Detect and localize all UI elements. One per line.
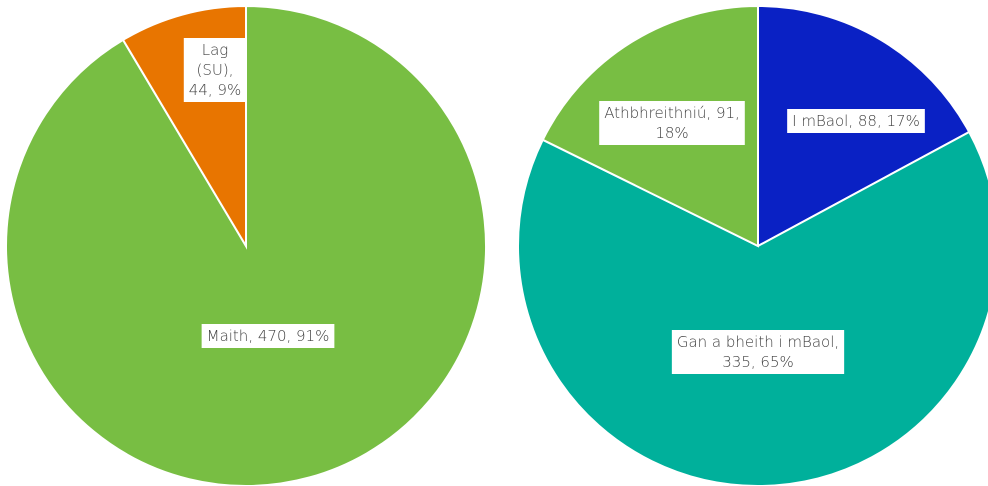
data-label-background: [671, 330, 845, 374]
data-label: Gan a bheith i mBaol, 335, 65%: [677, 333, 839, 371]
data-label: Lag (SU), 44, 9%: [189, 41, 241, 99]
data-label-group: Athbhreithniú, 91, 18%: [599, 101, 745, 145]
data-label-line: 44, 9%: [189, 81, 241, 99]
data-label: Athbhreithniú, 91, 18%: [604, 104, 740, 142]
data-label-line: (SU),: [197, 61, 234, 79]
data-label-line: 335, 65%: [722, 353, 794, 371]
pie-slice: [5, 4, 487, 486]
data-label: Maith, 470, 91%: [207, 327, 330, 345]
data-label-background: [183, 38, 247, 102]
data-label-background: [787, 109, 925, 133]
data-label-group: Gan a bheith i mBaol, 335, 65%: [671, 330, 845, 374]
data-label: I mBaol, 88, 17%: [792, 112, 920, 130]
data-label-group: I mBaol, 88, 17%: [787, 109, 925, 133]
data-label-line: I mBaol, 88, 17%: [792, 112, 920, 130]
data-label-background: [599, 101, 745, 145]
data-label-line: 18%: [655, 124, 688, 142]
data-label-line: Athbhreithniú, 91,: [604, 104, 740, 122]
data-label-group: Lag (SU), 44, 9%: [183, 38, 247, 102]
data-label-background: [201, 324, 335, 348]
data-label-group: Maith, 470, 91%: [201, 324, 335, 348]
data-label-line: Gan a bheith i mBaol,: [677, 333, 839, 351]
data-label-line: Maith, 470, 91%: [207, 327, 330, 345]
data-label-line: Lag: [202, 41, 229, 59]
